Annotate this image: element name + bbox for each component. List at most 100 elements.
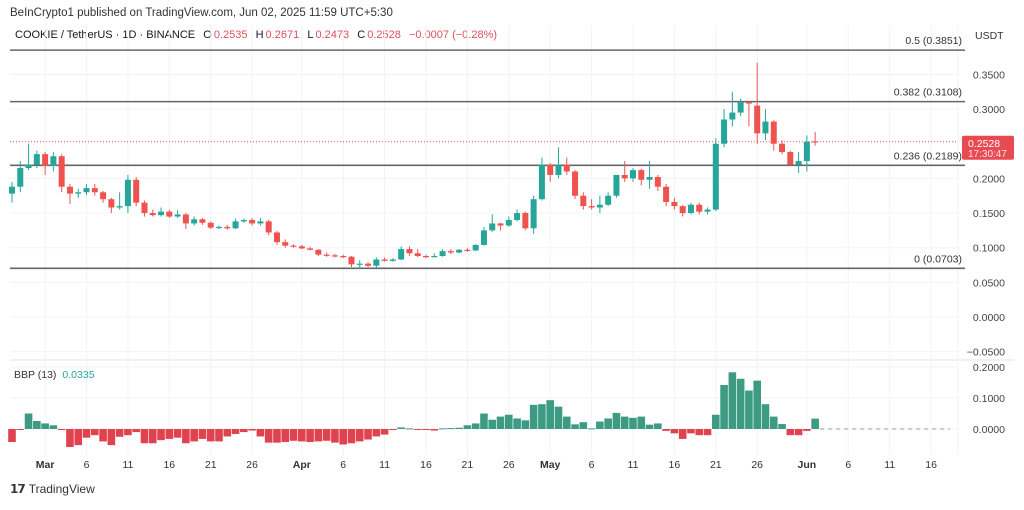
candle-body (679, 206, 686, 214)
candle-body (42, 154, 49, 166)
price-tick: 0.0000 (973, 312, 1005, 324)
bbp-bar (488, 419, 497, 429)
candle-body (149, 213, 156, 216)
bbp-bar (703, 429, 712, 436)
candle-body (58, 156, 65, 187)
candle-body (91, 188, 98, 193)
candle-body (33, 154, 40, 165)
bbp-bar (803, 429, 811, 431)
time-label: Jun (798, 459, 817, 471)
bbp-bar (554, 406, 563, 429)
bbp-bar (769, 416, 778, 429)
bbp-bar (24, 413, 33, 429)
candle-body (232, 221, 239, 229)
candle-body (265, 221, 272, 233)
time-label: 16 (669, 459, 681, 471)
candle-body (456, 249, 463, 253)
candle-body (737, 102, 744, 113)
bbp-bar (620, 416, 629, 429)
candle-body (373, 259, 380, 266)
bbp-bar (637, 416, 646, 429)
candle-body (398, 249, 405, 260)
bbp-bar (364, 429, 372, 440)
candle-body (249, 219, 256, 224)
tradingview-logo-icon: 𝟭𝟳 (10, 482, 26, 496)
candle-body (729, 112, 736, 120)
bbp-bar (190, 429, 198, 442)
bbp-bar (240, 429, 248, 433)
bbp-bar (405, 428, 414, 430)
bbp-bar (745, 390, 753, 429)
candle-body (721, 119, 728, 144)
candle-body (174, 214, 181, 217)
candle-body (646, 177, 653, 180)
indicator-name[interactable]: BBP (13) (14, 369, 57, 381)
time-label: 21 (205, 459, 217, 471)
candle-body (555, 164, 562, 175)
bbp-bar (33, 420, 41, 429)
bbp-bar (339, 429, 347, 445)
bbp-bar (794, 429, 803, 436)
candle-body (613, 174, 620, 196)
bbp-bar (496, 416, 505, 429)
bbp-bar (273, 429, 281, 443)
bbp-bar (231, 429, 240, 434)
bbp-bar (571, 424, 579, 429)
symbol-legend: COOKIE / TetherUS · 1D · BINANCE O 0.2535… (15, 29, 499, 41)
bbp-bar (8, 429, 16, 443)
indicator-value: 0.0335 (62, 369, 95, 381)
fib-level-label: 0.5 (0.3851) (905, 35, 962, 47)
candle-body (605, 195, 612, 205)
time-label: 16 (420, 459, 432, 471)
bbp-bar (206, 429, 215, 442)
bbp-bar (612, 412, 621, 429)
candle-body (754, 105, 761, 134)
candle-body (323, 254, 330, 256)
bbp-bar (720, 384, 728, 429)
candle-body (100, 192, 107, 200)
candle-body (480, 230, 487, 245)
candle-body (588, 206, 595, 208)
candle-body (812, 141, 819, 143)
bbp-tick: 0.2000 (973, 362, 1005, 374)
candle-body (365, 263, 372, 266)
candle-body (489, 223, 496, 231)
bbp-bar (438, 428, 447, 430)
candle-body (505, 219, 512, 226)
bbp-bar (695, 429, 704, 436)
candle-body (423, 256, 429, 258)
candle-body (331, 255, 338, 257)
candle-body (762, 121, 769, 134)
symbol-name[interactable]: COOKIE / TetherUS · 1D · BINANCE (15, 29, 196, 41)
candle-body (307, 248, 314, 250)
bbp-bar (654, 423, 662, 429)
candle-body (216, 226, 222, 229)
bbp-bar (687, 429, 695, 434)
bbp-bar (66, 429, 74, 447)
bbp-bar (538, 404, 546, 429)
bbp-bar (761, 404, 770, 429)
time-label: 26 (246, 459, 258, 471)
candle-body (547, 164, 554, 175)
bbp-bar (41, 423, 49, 429)
bbp-bar (389, 429, 397, 430)
tradingview-logo[interactable]: 𝟭𝟳 TradingView (10, 482, 95, 496)
bbp-bar (397, 427, 405, 429)
candle-body (580, 195, 587, 207)
bbp-bar (281, 429, 290, 443)
candle-body (290, 245, 297, 247)
open-label: O (203, 29, 212, 41)
time-label: 6 (340, 459, 346, 471)
bbp-bar (157, 429, 165, 441)
candle-body (563, 164, 570, 172)
candle-body (406, 249, 413, 254)
candle-body (75, 192, 82, 194)
bbp-bar (455, 427, 463, 429)
candle-body (671, 201, 678, 207)
candle-body (257, 221, 264, 224)
candle-body (191, 219, 198, 224)
candle-body (83, 188, 90, 193)
currency-unit[interactable]: USDT (975, 30, 1004, 42)
bbp-bar (728, 372, 737, 429)
